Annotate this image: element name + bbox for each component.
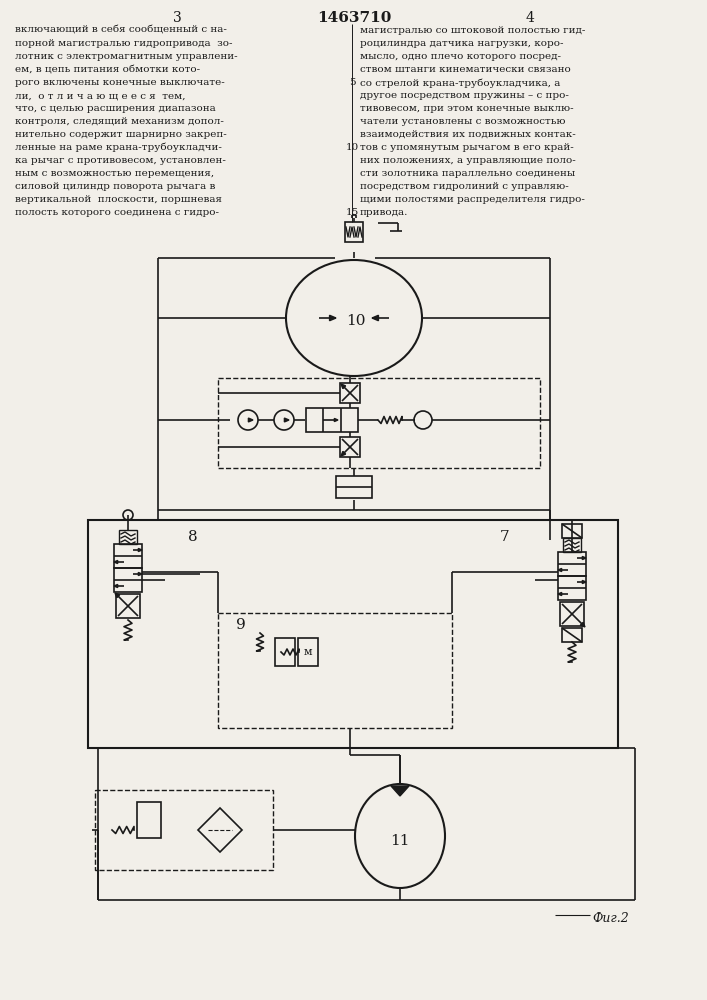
Text: включающий в себя сообщенный с на-: включающий в себя сообщенный с на-	[15, 26, 227, 35]
Bar	[114, 544, 142, 568]
Polygon shape	[583, 556, 586, 560]
Polygon shape	[329, 315, 336, 321]
Text: 9: 9	[236, 618, 246, 632]
Text: взаимодействия их подвижных контак-: взаимодействия их подвижных контак-	[360, 130, 575, 139]
Polygon shape	[139, 572, 142, 576]
Text: тов с упомянутым рычагом в его край-: тов с упомянутым рычагом в его край-	[360, 143, 574, 152]
Bar	[336, 476, 372, 498]
Bar	[298, 638, 318, 666]
Text: со стрелой крана-трубоукладчика, а: со стрелой крана-трубоукладчика, а	[360, 78, 561, 88]
Text: рого включены конечные выключате-: рого включены конечные выключате-	[15, 78, 225, 87]
Polygon shape	[341, 384, 346, 389]
Polygon shape	[139, 548, 142, 552]
Text: 10: 10	[346, 143, 358, 152]
Bar	[563, 538, 581, 552]
Bar	[558, 552, 586, 576]
Text: мысло, одно плечо которого посред-: мысло, одно плечо которого посред-	[360, 52, 561, 61]
Text: 3: 3	[173, 11, 182, 25]
Bar	[306, 408, 358, 432]
Polygon shape	[558, 592, 561, 596]
Bar	[560, 602, 584, 626]
Text: роцилиндра датчика нагрузки, коро-: роцилиндра датчика нагрузки, коро-	[360, 39, 563, 48]
Polygon shape	[558, 568, 561, 572]
Text: них положениях, а управляющие поло-: них положениях, а управляющие поло-	[360, 156, 575, 165]
Text: 8: 8	[188, 530, 198, 544]
Polygon shape	[334, 418, 338, 422]
Text: м: м	[304, 647, 312, 657]
Text: 15: 15	[346, 208, 358, 217]
Bar	[116, 594, 140, 618]
Polygon shape	[248, 418, 253, 422]
Text: что, с целью расширения диапазона: что, с целью расширения диапазона	[15, 104, 216, 113]
Bar	[340, 383, 360, 403]
Bar	[137, 802, 161, 838]
Text: ным с возможностью перемещения,: ным с возможностью перемещения,	[15, 169, 214, 178]
Text: посредством гидролиний с управляю-: посредством гидролиний с управляю-	[360, 182, 568, 191]
Text: нительно содержит шарнирно закреп-: нительно содержит шарнирно закреп-	[15, 130, 227, 139]
Text: сти золотника параллельно соединены: сти золотника параллельно соединены	[360, 169, 575, 178]
Text: 4: 4	[525, 11, 534, 25]
Bar	[340, 437, 360, 457]
Text: силовой цилиндр поворота рычага в: силовой цилиндр поворота рычага в	[15, 182, 216, 191]
Bar	[95, 790, 273, 870]
Polygon shape	[391, 786, 409, 796]
Text: контроля, следящий механизм допол-: контроля, следящий механизм допол-	[15, 117, 224, 126]
Polygon shape	[341, 451, 346, 456]
Bar	[562, 628, 582, 642]
Bar	[218, 378, 540, 468]
Text: 11: 11	[390, 834, 410, 848]
Polygon shape	[583, 580, 586, 584]
Text: щими полостями распределителя гидро-: щими полостями распределителя гидро-	[360, 195, 585, 204]
Bar	[275, 638, 295, 666]
Text: 1463710: 1463710	[317, 11, 391, 25]
Text: порной магистралью гидропривода  зо-: порной магистралью гидропривода зо-	[15, 39, 233, 48]
Text: магистралью со штоковой полостью гид-: магистралью со штоковой полостью гид-	[360, 26, 585, 35]
Text: ка рычаг с противовесом, установлен-: ка рычаг с противовесом, установлен-	[15, 156, 226, 165]
Text: полость которого соединена с гидро-: полость которого соединена с гидро-	[15, 208, 219, 217]
Polygon shape	[115, 593, 119, 598]
Text: 5: 5	[349, 78, 356, 87]
Polygon shape	[580, 622, 585, 627]
Text: привода.: привода.	[360, 208, 409, 217]
Bar	[88, 520, 618, 748]
Text: тивовесом, при этом конечные выклю-: тивовесом, при этом конечные выклю-	[360, 104, 573, 113]
Text: 10: 10	[346, 314, 366, 328]
Polygon shape	[284, 418, 289, 422]
Polygon shape	[114, 584, 117, 588]
Text: ем, в цепь питания обмотки кото-: ем, в цепь питания обмотки кото-	[15, 65, 200, 74]
Bar	[119, 530, 137, 544]
Text: ленные на раме крана-трубоукладчи-: ленные на раме крана-трубоукладчи-	[15, 143, 222, 152]
Text: ли,  о т л и ч а ю щ е е с я  тем,: ли, о т л и ч а ю щ е е с я тем,	[15, 91, 185, 100]
Bar	[558, 576, 586, 600]
Text: 7: 7	[500, 530, 510, 544]
Polygon shape	[114, 560, 117, 564]
Text: лотник с электромагнитным управлени-: лотник с электромагнитным управлени-	[15, 52, 238, 61]
Bar	[562, 524, 582, 538]
Bar	[114, 568, 142, 592]
Text: другое посредством пружины – с про-: другое посредством пружины – с про-	[360, 91, 569, 100]
Text: ством штанги кинематически связано: ством штанги кинематически связано	[360, 65, 571, 74]
Text: вертикальной  плоскости, поршневая: вертикальной плоскости, поршневая	[15, 195, 222, 204]
Text: чатели установлены с возможностью: чатели установлены с возможностью	[360, 117, 566, 126]
Bar	[218, 613, 452, 728]
Text: Фиг.2: Фиг.2	[592, 912, 629, 925]
Polygon shape	[372, 315, 378, 321]
Bar	[345, 222, 363, 242]
